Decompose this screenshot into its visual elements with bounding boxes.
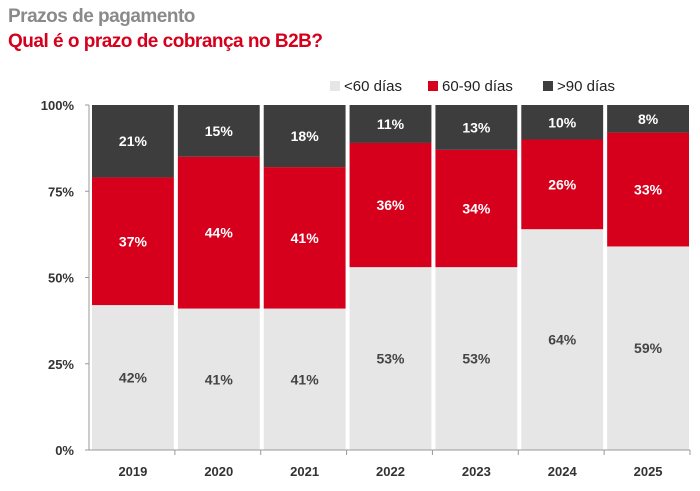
data-label: 42% xyxy=(119,370,148,386)
bar-segment xyxy=(607,132,689,247)
x-tick-label: 2020 xyxy=(204,464,233,479)
x-tick-label: 2024 xyxy=(548,464,578,479)
bar-segment xyxy=(435,267,518,450)
legend-label: >90 días xyxy=(557,78,615,95)
data-label: 36% xyxy=(376,197,405,213)
data-label: 21% xyxy=(119,133,148,149)
data-label: 41% xyxy=(205,371,234,387)
bar-segment xyxy=(349,267,432,450)
chart-title: Prazos de pagamento xyxy=(8,6,195,27)
y-tick-label: 100% xyxy=(41,98,75,113)
data-label: 41% xyxy=(291,371,320,387)
data-label: 33% xyxy=(634,182,663,198)
y-tick-label: 25% xyxy=(48,357,74,372)
bar-segment xyxy=(92,305,174,450)
bar-segment xyxy=(521,105,604,140)
bar-segment xyxy=(92,177,174,306)
bar-segment xyxy=(435,149,518,268)
data-label: 11% xyxy=(377,116,405,132)
bar-segment xyxy=(263,308,346,450)
bar-segment xyxy=(177,308,260,450)
data-label: 44% xyxy=(205,225,234,241)
bar-segment xyxy=(177,156,260,309)
y-tick-label: 50% xyxy=(48,271,74,286)
bar-segment xyxy=(435,105,518,150)
x-tick-label: 2023 xyxy=(462,464,491,479)
bar-segment xyxy=(263,167,346,309)
data-label: 26% xyxy=(548,176,577,192)
data-label: 34% xyxy=(462,201,491,217)
bar-segment xyxy=(521,139,604,230)
bar-segment xyxy=(92,105,174,178)
chart-subtitle: Qual é o prazo de cobrança no B2B? xyxy=(8,31,323,52)
x-tick-label: 2021 xyxy=(290,464,319,479)
data-label: 13% xyxy=(462,119,491,135)
x-tick-label: 2019 xyxy=(118,464,147,479)
data-label: 64% xyxy=(548,332,577,348)
data-label: 53% xyxy=(462,351,491,367)
legend-label: <60 días xyxy=(344,78,402,95)
data-label: 37% xyxy=(119,233,148,249)
bar-segment xyxy=(607,105,689,133)
data-label: 53% xyxy=(376,351,405,367)
legend-swatch xyxy=(428,81,438,91)
data-label: 10% xyxy=(548,114,577,130)
legend-swatch xyxy=(330,81,340,91)
data-label: 8% xyxy=(638,111,659,127)
bar-segment xyxy=(349,105,432,143)
data-label: 41% xyxy=(291,230,320,246)
data-label: 18% xyxy=(291,128,320,144)
bar-segment xyxy=(607,246,689,450)
bar-segment xyxy=(521,229,604,450)
legend-label: 60-90 días xyxy=(442,78,513,95)
y-tick-label: 0% xyxy=(55,443,74,458)
data-label: 59% xyxy=(634,340,663,356)
x-tick-label: 2025 xyxy=(634,464,663,479)
bar-segment xyxy=(177,105,260,157)
bar-segment xyxy=(349,142,432,268)
y-tick-label: 75% xyxy=(48,184,74,199)
x-tick-label: 2022 xyxy=(376,464,405,479)
data-label: 15% xyxy=(205,123,234,139)
legend-swatch xyxy=(543,81,553,91)
bar-segment xyxy=(263,105,346,168)
